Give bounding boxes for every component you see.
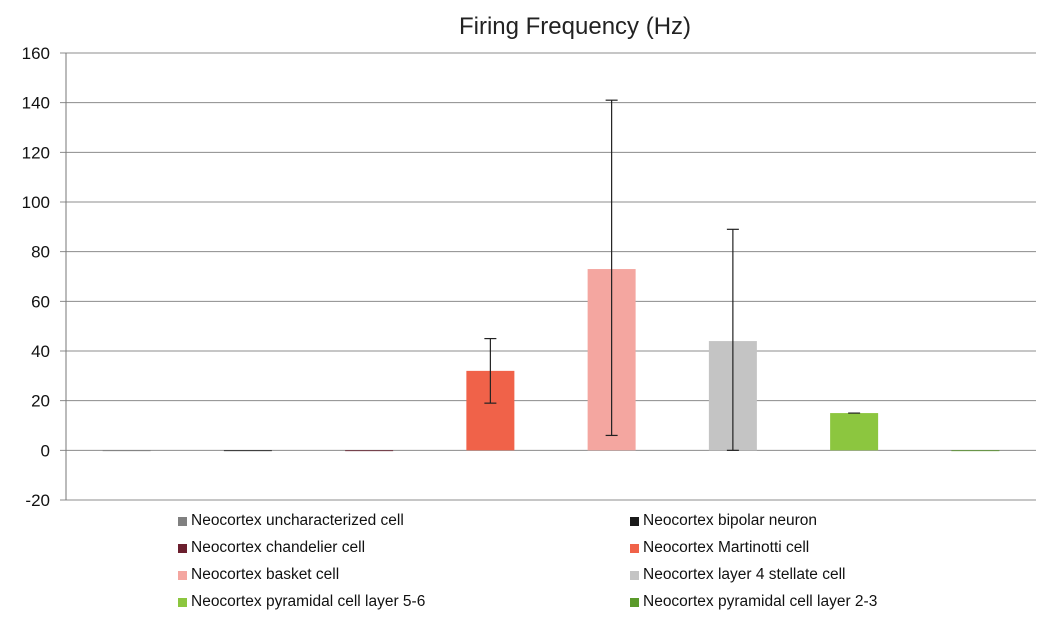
legend-item: Neocortex basket cell	[178, 563, 630, 587]
bar	[223, 450, 272, 452]
legend-item: Neocortex Martinotti cell	[630, 536, 990, 560]
legend-swatch	[178, 597, 187, 607]
legend-swatch	[630, 597, 639, 607]
legend-swatch	[178, 543, 187, 553]
legend-label: Neocortex layer 4 stellate cell	[643, 566, 846, 583]
legend-swatch	[630, 543, 639, 553]
y-tick-label: 80	[31, 243, 50, 262]
y-axis-ticks: 160 140 120 100 80 60 40 20 0 -20	[22, 44, 50, 510]
legend-swatch	[178, 570, 187, 580]
legend-label: Neocortex basket cell	[191, 566, 340, 583]
legend-label: Neocortex chandelier cell	[191, 539, 366, 556]
chart-title: Firing Frequency (Hz)	[459, 13, 691, 40]
legend-item: Neocortex chandelier cell	[178, 536, 630, 560]
legend: Neocortex uncharacterized cell Neocortex …	[178, 509, 998, 614]
legend-label: Neocortex Martinotti cell	[643, 539, 810, 556]
gridlines	[60, 52, 1036, 501]
legend-item: Neocortex bipolar neuron	[630, 509, 990, 533]
y-tick-label: 40	[31, 342, 50, 361]
legend-label: Neocortex uncharacterized cell	[191, 512, 404, 529]
legend-swatch	[630, 516, 639, 526]
y-tick-label: 60	[31, 292, 50, 311]
bar	[830, 413, 879, 451]
bar	[345, 450, 394, 452]
legend-item: Neocortex pyramidal cell layer 2-3	[630, 590, 990, 614]
legend-swatch	[178, 516, 187, 526]
y-tick-label: 140	[22, 94, 50, 113]
error-bar	[605, 99, 618, 437]
y-tick-label: 20	[31, 392, 50, 411]
legend-swatch	[630, 570, 639, 580]
bar	[102, 450, 151, 452]
legend-label: Neocortex pyramidal cell layer 5-6	[191, 593, 426, 610]
error-bars	[484, 99, 861, 451]
error-bar	[726, 228, 739, 451]
legend-label: Neocortex bipolar neuron	[643, 512, 818, 529]
legend-item: Neocortex pyramidal cell layer 5-6	[178, 590, 630, 614]
error-bar	[484, 337, 497, 404]
y-tick-label: 120	[22, 143, 50, 162]
legend-label: Neocortex pyramidal cell layer 2-3	[643, 593, 878, 610]
bar	[951, 450, 1000, 452]
legend-item: Neocortex layer 4 stellate cell	[630, 563, 990, 587]
y-tick-label: -20	[25, 491, 50, 510]
legend-item: Neocortex uncharacterized cell	[178, 509, 630, 533]
bars	[102, 269, 1000, 452]
y-tick-label: 100	[22, 193, 50, 212]
y-tick-label: 0	[41, 441, 50, 460]
y-tick-label: 160	[22, 44, 50, 63]
